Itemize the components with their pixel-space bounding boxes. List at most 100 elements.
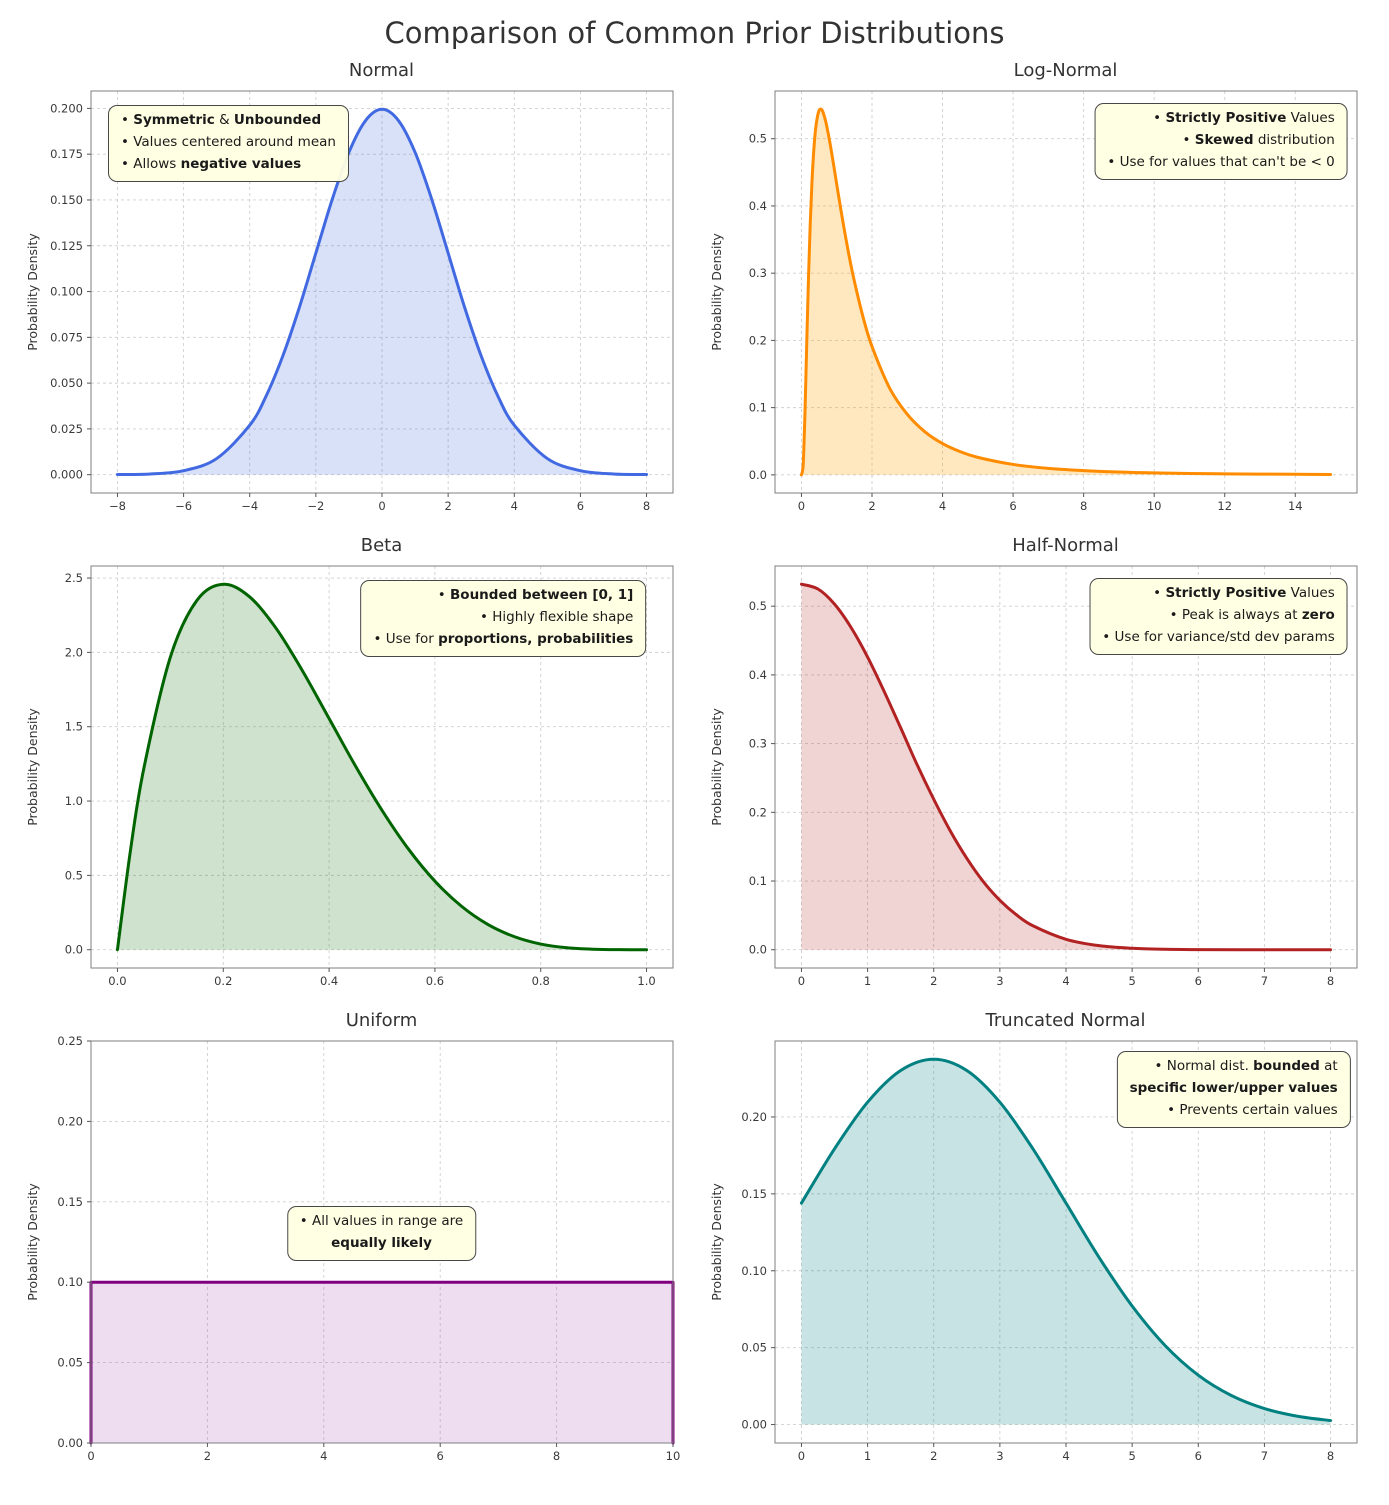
normal-curve [115,107,648,476]
x-tick-label: 0.4 [319,974,337,988]
x-tick-label: 2 [203,1449,210,1463]
chart-panel-beta: Beta 0.0 0.2 0.4 0.6 0.8 1.0 0.0 0.5 1.0 1.5 2.0 2.… [23,535,683,998]
x-tick-label: 6 [1009,499,1016,513]
x-tick-label: −4 [241,499,258,513]
x-tick-label: 1.0 [637,974,655,988]
half-normal-curve [799,582,1332,952]
y-tick-label: 0.125 [50,239,83,253]
half-normal-fill [800,584,1331,950]
y-tick-label: 0.050 [50,376,83,390]
x-tick-label: 8 [552,1449,559,1463]
plot-area-beta: 0.0 0.2 0.4 0.6 0.8 1.0 0.0 0.5 1.0 1.5 2.0 2.5 Prob… [23,558,683,998]
x-tick-label: 6 [576,499,583,513]
y-tick-label: 0.5 [64,868,82,882]
uniform-fill [90,1282,673,1443]
plot-border [90,565,673,969]
y-axis-label: Probability Density [709,708,724,826]
y-tick-label: 0.1 [748,874,766,888]
annotation-box-uniform: • All values in range are equally likely [286,1205,477,1261]
plot-area-log-normal: 0 2 4 6 8 10 12 14 0.0 0.1 0.2 0.3 0.4 0.5 Probability… [707,83,1367,523]
y-tick-label: 0.0 [64,943,82,957]
x-tick-label: 3 [996,974,1003,988]
x-tick-label: 0 [87,1449,94,1463]
x-tick-label: 0.0 [108,974,126,988]
x-tick-label: −2 [307,499,324,513]
x-tick-label: 5 [1128,1449,1135,1463]
y-tick-label: 0.000 [50,468,83,482]
annotation-box-log-normal: • Strictly Positive Values • Skewed distr… [1094,103,1348,180]
x-tick-label: 4 [1062,974,1069,988]
x-tick-label: 8 [1326,1449,1333,1463]
x-tick-label: 1 [863,974,870,988]
y-tick-label: 0.00 [57,1436,83,1450]
y-tick-label: 0.5 [748,132,766,146]
x-tick-label: −6 [175,499,192,513]
x-tick-label: 3 [996,1449,1003,1463]
y-tick-label: 0.20 [741,1110,767,1124]
y-tick-label: 0.025 [50,422,83,436]
y-tick-label: 0.15 [57,1195,83,1209]
annotation-text: • [437,587,450,604]
annotation-text: • Values centered around mean [120,133,336,150]
plot-border [774,90,1357,494]
annotation-text: • All values in range are [299,1212,464,1229]
y-tick-label: 0.5 [748,599,766,613]
x-tick-label: 7 [1260,1449,1267,1463]
annotation-text: • Use for [373,630,439,647]
x-tick-label: 8 [642,499,649,513]
annotation-text-bold: zero [1301,606,1335,623]
annotation-text-bold: equally likely [331,1234,432,1251]
plot-area-uniform: 0 2 4 6 8 10 0.00 0.05 0.10 0.15 0.20 0.25 Probabili… [23,1033,683,1473]
x-tick-label: 6 [1194,1449,1201,1463]
y-axis-label: Probability Density [709,1183,724,1301]
x-tick-label: 0 [797,499,804,513]
annotation-box-half-normal: • Strictly Positive Values • Peak is alwa… [1089,578,1348,655]
annotation-text: • Normal dist. [1154,1058,1254,1075]
y-tick-label: 0.25 [57,1034,83,1048]
x-tick-label: 0.2 [214,974,232,988]
y-tick-label: 0.15 [741,1187,767,1201]
chart-panel-half-normal: Half-Normal 0 1 2 3 4 5 6 7 8 0.0 0.1 0.2 0.3 0.4 0.5 P… [707,535,1367,998]
annotation-box-beta: • Bounded between [0, 1] • Highly flexibl… [360,580,647,657]
chart-title-normal: Normal [348,60,415,81]
x-tick-label: 4 [320,1449,327,1463]
x-tick-label: 10 [665,1449,680,1463]
y-tick-label: 0.3 [748,737,766,751]
log-normal-fill [800,109,1331,475]
y-axis-label: Probability Density [25,1183,40,1301]
annotation-text: & [214,112,234,129]
annotation-text-bold: Strictly Positive [1165,585,1287,602]
y-tick-label: 0.100 [50,285,83,299]
x-tick-label: 0 [797,1449,804,1463]
page-title: Comparison of Common Prior Distributions [384,16,1005,50]
x-tick-label: 0 [797,974,804,988]
x-tick-label: 0.6 [425,974,443,988]
y-tick-label: 0.00 [741,1418,767,1432]
plot-area-normal: −8 −6 −4 −2 0 2 4 6 8 0.000 0.025 0.050 0.075 0.100 0.… [23,83,683,523]
y-tick-label: 1.5 [64,720,82,734]
chart-panel-log-normal: Log-Normal 0 2 4 6 8 10 12 14 0.0 0.1 0.2 0.3 0.4 0.5… [707,60,1367,523]
chart-title-beta: Beta [360,535,403,556]
annotation-box-normal: • Symmetric & Unbounded • Values centered… [107,105,349,182]
plot-area-half-normal: 0 1 2 3 4 5 6 7 8 0.0 0.1 0.2 0.3 0.4 0.5 Probability D… [707,558,1367,998]
x-tick-label: 2 [868,499,875,513]
x-tick-label: 2 [444,499,451,513]
annotation-text: • Use for variance/std dev params [1102,628,1335,645]
x-tick-label: 1 [863,1449,870,1463]
annotation-text-bold: Symmetric [133,112,215,129]
x-tick-label: 8 [1079,499,1086,513]
x-tick-label: 6 [436,1449,443,1463]
truncated-normal-curve [799,1057,1332,1423]
plot-canvas-beta: 0.0 0.2 0.4 0.6 0.8 1.0 0.0 0.5 1.0 1.5 2.0 2.5 Prob… [25,565,673,988]
x-tick-label: 10 [1146,499,1161,513]
plot-canvas-half-normal: 0 1 2 3 4 5 6 7 8 0.0 0.1 0.2 0.3 0.4 0.5 Probability D… [709,565,1357,988]
y-tick-label: 0.20 [57,1114,83,1128]
plot-area-truncated-normal: 0 1 2 3 4 5 6 7 8 0.00 0.05 0.10 0.15 0.20 Probability… [707,1033,1367,1473]
x-tick-label: 6 [1194,974,1201,988]
y-tick-label: 0.0 [748,468,766,482]
normal-fill [116,109,647,475]
y-axis-label: Probability Density [25,233,40,351]
annotation-text: • [1153,585,1166,602]
annotation-text-bold: Skewed [1194,131,1254,148]
y-tick-label: 0.2 [748,805,766,819]
